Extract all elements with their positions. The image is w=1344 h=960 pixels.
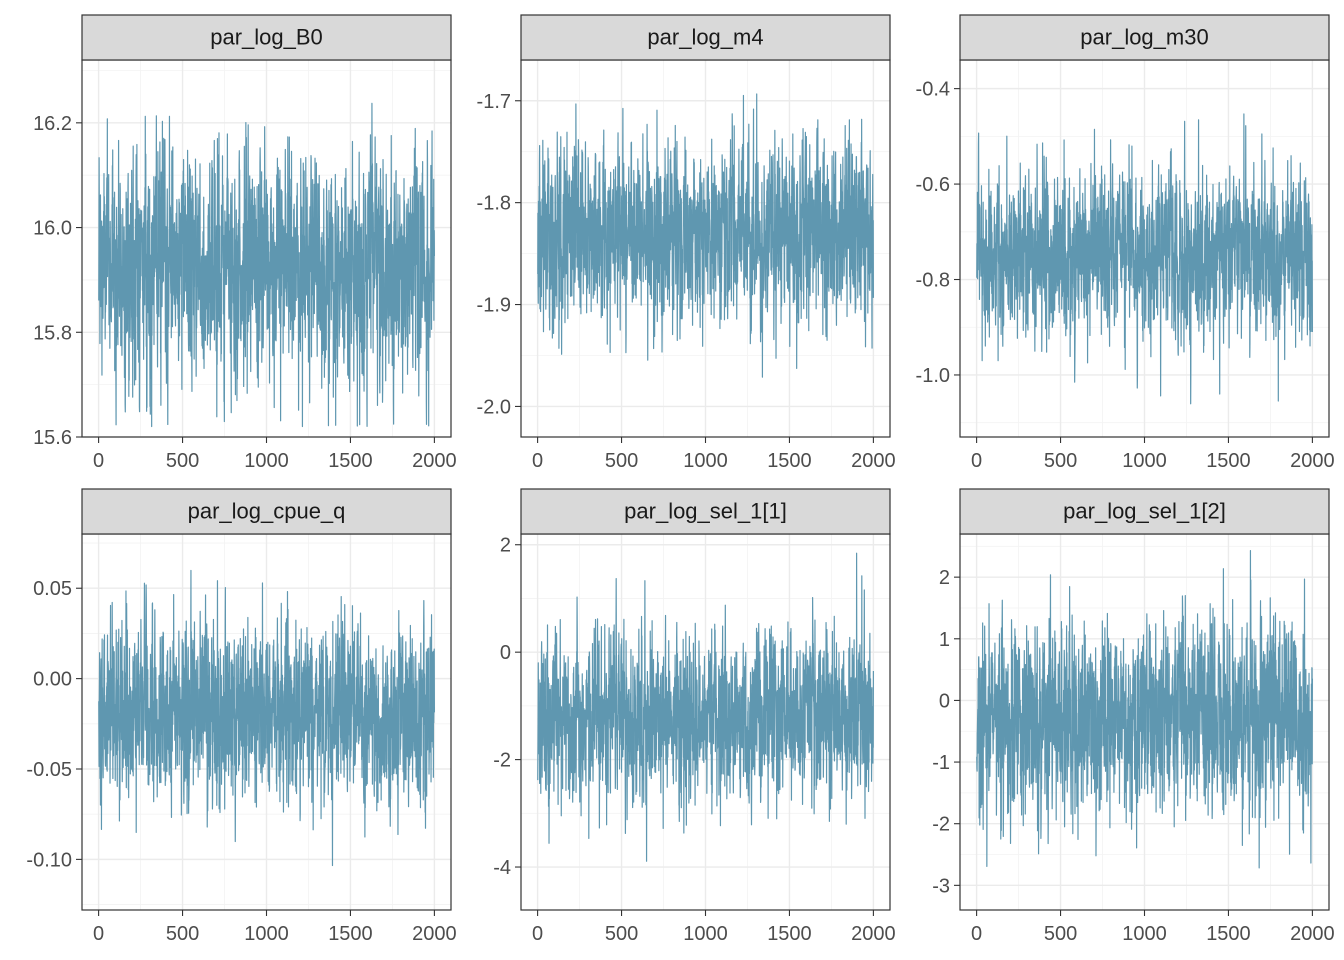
y-tick-label: -2 <box>493 750 511 772</box>
y-tick-label: -1.8 <box>477 193 511 215</box>
y-tick-label: -1 <box>932 752 950 774</box>
panel-4: par_log_sel_1[1] 0 500 1000 1500 2000 -4 -2 0 2 <box>493 488 896 945</box>
y-tick-label: 2 <box>939 567 950 589</box>
x-tick-label: 2000 <box>1290 923 1335 945</box>
trace-line-par_log_sel_1[1] <box>537 552 874 862</box>
x-tick-label: 500 <box>166 923 199 945</box>
x-tick-label: 500 <box>605 923 638 945</box>
x-tick-label: 1500 <box>1206 923 1251 945</box>
x-tick-label: 1000 <box>683 923 728 945</box>
x-tick-label: 1500 <box>767 923 812 945</box>
facet-strip <box>520 488 891 535</box>
y-tick-label: 16.2 <box>33 113 72 135</box>
x-tick-label: 500 <box>1044 450 1077 472</box>
y-tick-label: -0.8 <box>916 270 950 292</box>
facet-title: par_log_sel_1[1] <box>624 499 787 524</box>
facet-strip <box>959 488 1330 535</box>
facet-strip <box>81 488 452 535</box>
x-tick-label: 2000 <box>1290 450 1335 472</box>
x-tick-label: 500 <box>605 450 638 472</box>
y-tick-label: 0.05 <box>33 578 72 600</box>
facet-title: par_log_B0 <box>210 25 323 50</box>
y-tick-label: -2 <box>932 814 950 836</box>
facet-title: par_log_m4 <box>647 25 763 50</box>
y-tick-label: -1.9 <box>477 295 511 317</box>
x-tick-label: 2000 <box>412 450 457 472</box>
y-tick-label: 15.8 <box>33 322 72 344</box>
y-tick-label: -0.05 <box>26 759 72 781</box>
x-tick-label: 1000 <box>244 923 289 945</box>
y-tick-label: -0.10 <box>26 849 72 871</box>
x-tick-label: 1500 <box>1206 450 1251 472</box>
x-tick-label: 500 <box>1044 923 1077 945</box>
trace-line-par_log_sel_1[2] <box>976 550 1313 869</box>
trace-line-par_log_B0 <box>98 102 435 428</box>
y-tick-label: -0.4 <box>916 79 950 101</box>
x-tick-label: 1000 <box>244 450 289 472</box>
facet-strip <box>959 14 1330 61</box>
x-tick-label: 0 <box>532 450 543 472</box>
y-tick-label: -2.0 <box>477 396 511 418</box>
x-tick-label: 0 <box>532 923 543 945</box>
x-tick-label: 1000 <box>1122 923 1167 945</box>
y-tick-label: 15.6 <box>33 427 72 449</box>
facet-title: par_log_sel_1[2] <box>1063 499 1226 524</box>
y-tick-label: 0 <box>939 690 950 712</box>
trace-line-par_log_cpue_q <box>98 569 435 867</box>
x-tick-label: 500 <box>166 450 199 472</box>
y-tick-label: 0 <box>500 642 511 664</box>
panel-0: par_log_B0 0 500 1000 1500 2000 15.6 15.8 16.0 16… <box>33 14 457 472</box>
facet-strip <box>81 14 452 61</box>
x-tick-label: 2000 <box>412 923 457 945</box>
y-tick-label: -0.6 <box>916 174 950 196</box>
y-tick-label: -1.0 <box>916 365 950 387</box>
facet-title: par_log_cpue_q <box>188 499 346 524</box>
y-tick-label: 2 <box>500 535 511 557</box>
panel-3: par_log_cpue_q 0 500 1000 1500 2000 -0.10 -0.05… <box>26 488 457 945</box>
y-tick-label: 1 <box>939 629 950 651</box>
y-tick-label: -4 <box>493 857 511 879</box>
facet-title: par_log_m30 <box>1080 25 1208 50</box>
x-tick-label: 0 <box>971 450 982 472</box>
x-tick-label: 1000 <box>1122 450 1167 472</box>
panel-2: par_log_m30 0 500 1000 1500 2000 -1.0 -0.8 -0.6 -… <box>916 14 1335 472</box>
x-tick-label: 1000 <box>683 450 728 472</box>
x-tick-label: 0 <box>93 923 104 945</box>
x-tick-label: 1500 <box>328 923 373 945</box>
x-tick-label: 2000 <box>851 923 896 945</box>
trace-line-par_log_m30 <box>976 113 1313 405</box>
y-tick-label: -3 <box>932 875 950 897</box>
x-tick-label: 0 <box>971 923 982 945</box>
facet-strip <box>520 14 891 61</box>
trace-line-par_log_m4 <box>537 93 874 378</box>
panel-5: par_log_sel_1[2] 0 500 1000 1500 2000 -3 -2 -1 0 1… <box>932 488 1335 945</box>
y-tick-label: -1.7 <box>477 91 511 113</box>
x-tick-label: 1500 <box>767 450 812 472</box>
x-tick-label: 2000 <box>851 450 896 472</box>
x-tick-label: 1500 <box>328 450 373 472</box>
x-tick-label: 0 <box>93 450 104 472</box>
panel-1: par_log_m4 0 500 1000 1500 2000 -2.0 -1.9 -1.8 -1… <box>477 14 896 472</box>
y-tick-label: 0.00 <box>33 669 72 691</box>
y-tick-label: 16.0 <box>33 218 72 240</box>
